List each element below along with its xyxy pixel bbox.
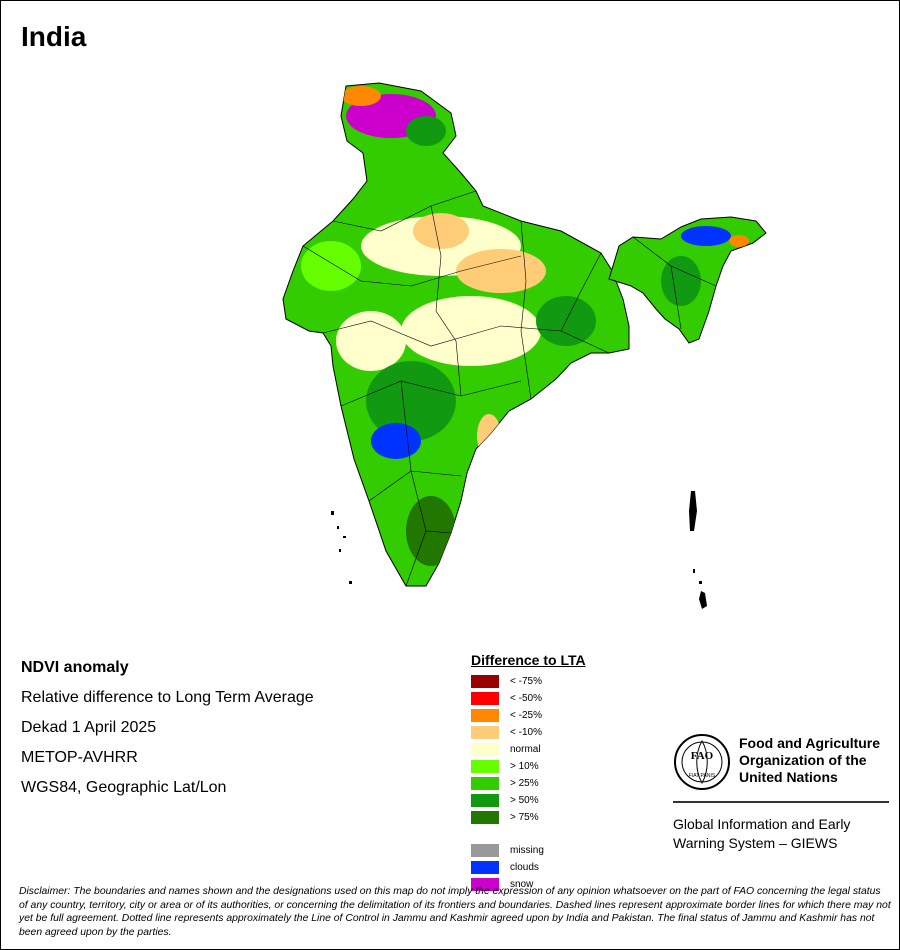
andaman-islands [689, 491, 697, 531]
legend-swatch [471, 844, 499, 857]
fao-name-line3: United Nations [739, 769, 838, 785]
fao-name-line1: Food and Agriculture [739, 735, 881, 751]
legend-label: > 10% [510, 761, 539, 772]
disclaimer-text: Disclaimer: The boundaries and names sho… [19, 886, 891, 938]
legend-title: Difference to LTA [471, 652, 586, 668]
giews-line2: Warning System – GIEWS [673, 835, 838, 851]
mainland-region [282, 82, 630, 587]
legend-label: snow [510, 879, 534, 890]
fao-divider [673, 801, 889, 803]
dry-patch-ladakh [341, 86, 381, 106]
legend-label: clouds [510, 862, 539, 873]
legend-swatch [471, 878, 499, 891]
state-boundaries [302, 190, 610, 587]
giews-line1: Global Information and Early [673, 816, 851, 832]
dark-patch-northeast [661, 256, 701, 306]
product-description: Relative difference to Long Term Average [21, 689, 314, 706]
legend-label: > 75% [510, 812, 539, 823]
legend-label: < -10% [510, 727, 542, 738]
giews-name: Global Information and Early Warning Sys… [673, 815, 888, 853]
legend-label: normal [510, 744, 541, 755]
northeast-boundaries [632, 236, 717, 330]
legend-extra: missing clouds snow [471, 842, 586, 893]
legend-swatch [471, 726, 499, 739]
legend-item: > 10% [471, 758, 586, 775]
legend-label: < -25% [510, 710, 542, 721]
india-ndvi-map [282, 82, 767, 609]
legend-item: > 25% [471, 775, 586, 792]
legend-label: > 25% [510, 778, 539, 789]
fao-logo-letters: FAO [691, 750, 714, 762]
legend-item: > 75% [471, 809, 586, 826]
legend-item: missing [471, 842, 586, 859]
dark-patch-deccan [366, 361, 456, 441]
legend-swatch [471, 743, 499, 756]
cloud-patch-northeast [681, 226, 731, 246]
dry-patch-up [413, 213, 469, 249]
legend-swatch [471, 794, 499, 807]
fao-logo-icon: FAO FIAT PANIS [674, 734, 730, 790]
legend-label: < -50% [510, 693, 542, 704]
normal-patch-central [401, 296, 541, 366]
legend-gap [471, 826, 586, 842]
legend-item: normal [471, 741, 586, 758]
dry-patch-gangetic [456, 249, 546, 293]
product-projection: WGS84, Geographic Lat/Lon [21, 779, 227, 796]
product-name: NDVI anomaly [21, 659, 129, 676]
legend-items: < -75% < -50% < -25% < -10% normal > 10% > 25%… [471, 673, 586, 826]
map-title: India [21, 21, 87, 52]
legend-label: missing [510, 845, 544, 856]
normal-patch-west [336, 311, 406, 371]
legend-item: < -25% [471, 707, 586, 724]
legend-label: < -75% [510, 676, 542, 687]
legend-swatch [471, 861, 499, 874]
legend-label: > 50% [510, 795, 539, 806]
legend-item: > 50% [471, 792, 586, 809]
northeast-region [608, 216, 767, 344]
legend-swatch [471, 760, 499, 773]
product-date: Dekad 1 April 2025 [21, 719, 157, 736]
fao-logo-motto: FIAT PANIS [689, 773, 716, 779]
product-sensor: METOP-AVHRR [21, 749, 138, 766]
light-patch-northwest [301, 241, 361, 291]
legend-item: < -50% [471, 690, 586, 707]
map-legend: Difference to LTA < -75% < -50% < -25% < -1… [471, 652, 586, 893]
legend-item: clouds [471, 859, 586, 876]
dark-patch-south [406, 496, 456, 566]
legend-swatch [471, 675, 499, 688]
legend-swatch [471, 777, 499, 790]
map-info: NDVI anomaly Relative difference to Long… [21, 657, 314, 807]
dry-patch-northeast [729, 235, 749, 247]
legend-swatch [471, 709, 499, 722]
nicobar-islands [699, 591, 707, 609]
islands [331, 491, 707, 609]
legend-swatch [471, 692, 499, 705]
cloud-patch-south [371, 423, 421, 459]
legend-item: snow [471, 876, 586, 893]
fao-organization-name: Food and Agriculture Organization of the… [739, 735, 889, 786]
legend-swatch [471, 811, 499, 824]
dry-patch-coast [477, 414, 501, 458]
dark-patch-kashmir [406, 116, 446, 146]
legend-item: < -10% [471, 724, 586, 741]
legend-item: < -75% [471, 673, 586, 690]
fao-name-line2: Organization of the [739, 752, 867, 768]
